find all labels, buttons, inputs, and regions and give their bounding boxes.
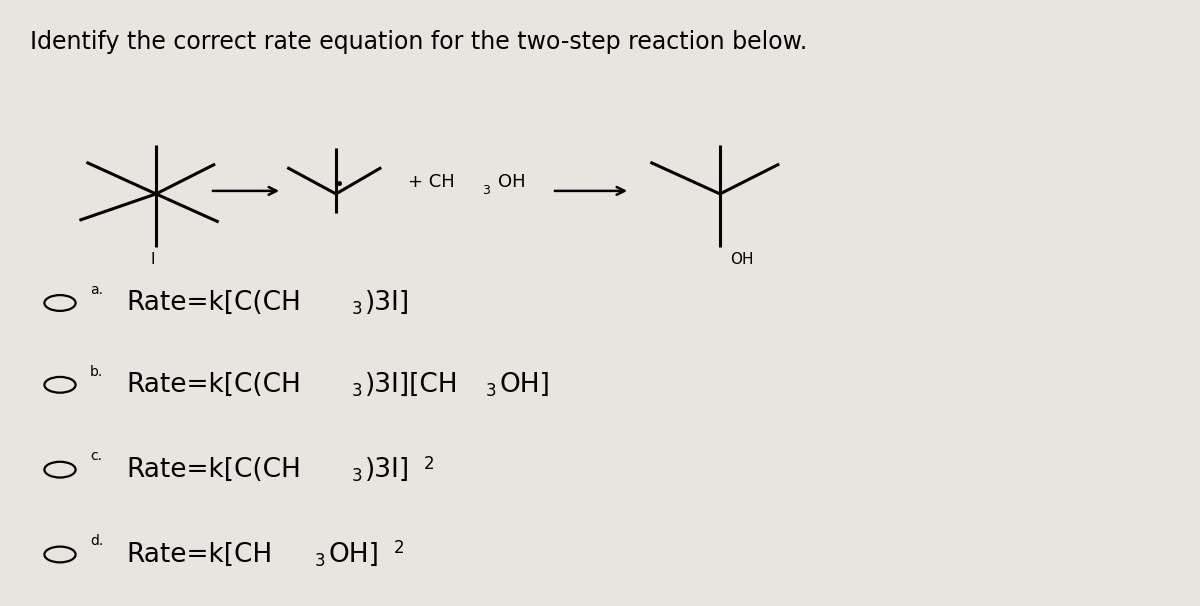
Text: Rate=k[C(CH: Rate=k[C(CH (126, 290, 301, 316)
Text: 3: 3 (486, 382, 497, 400)
Text: )3I]: )3I] (365, 457, 410, 482)
Text: OH: OH (498, 173, 526, 191)
Text: Identify the correct rate equation for the two-step reaction below.: Identify the correct rate equation for t… (30, 30, 808, 55)
Text: 2: 2 (394, 539, 404, 558)
Text: OH: OH (731, 252, 754, 267)
Text: 3: 3 (482, 184, 491, 198)
Text: c.: c. (90, 449, 102, 464)
Text: 2: 2 (424, 454, 434, 473)
Text: Rate=k[C(CH: Rate=k[C(CH (126, 372, 301, 398)
Text: )3I]: )3I] (365, 290, 410, 316)
Text: b.: b. (90, 364, 103, 379)
Text: )3I][CH: )3I][CH (365, 372, 458, 398)
Text: Rate=k[CH: Rate=k[CH (126, 542, 272, 567)
Text: OH]: OH] (500, 372, 551, 398)
Text: 3: 3 (314, 551, 325, 570)
Text: + CH: + CH (408, 173, 455, 191)
Text: I: I (150, 252, 155, 267)
Text: Rate=k[C(CH: Rate=k[C(CH (126, 457, 301, 482)
Text: 3: 3 (352, 467, 362, 485)
Text: OH]: OH] (329, 542, 379, 567)
Text: d.: d. (90, 534, 103, 548)
Text: 3: 3 (352, 382, 362, 400)
Text: 3: 3 (352, 300, 362, 318)
Text: a.: a. (90, 282, 103, 297)
